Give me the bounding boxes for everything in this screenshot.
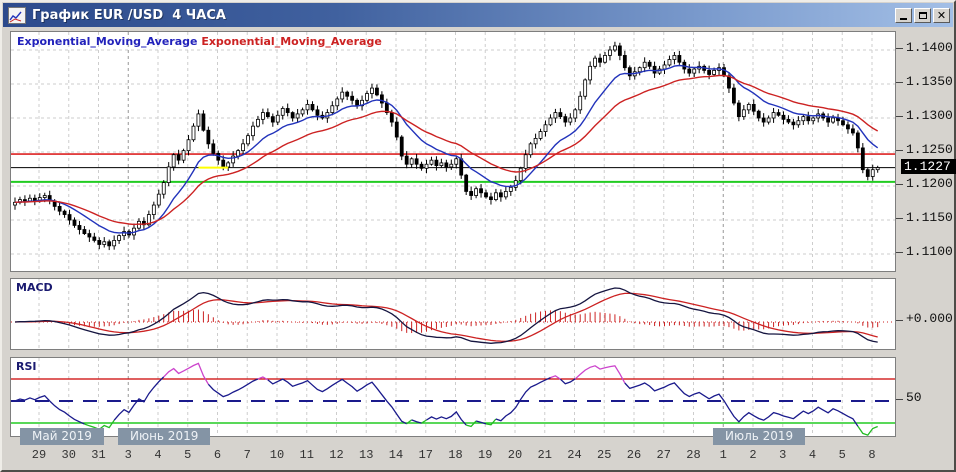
price-tick-label: 1.1400: [906, 40, 953, 55]
ema-fast-label: Exponential_Moving_Average: [17, 35, 198, 48]
x-axis-label: 21: [537, 448, 552, 462]
x-axis-label: 5: [184, 448, 192, 462]
maximize-button[interactable]: [914, 7, 931, 23]
price-tick-mark: [896, 116, 903, 117]
candlestick-plot[interactable]: [11, 32, 895, 271]
x-axis-label: 27: [656, 448, 671, 462]
window-controls: ✕: [895, 7, 950, 23]
x-axis-label: 11: [299, 448, 314, 462]
x-axis-label: 10: [269, 448, 285, 462]
rsi-panel[interactable]: RSI: [10, 357, 896, 437]
month-label-july: Июль 2019: [713, 428, 806, 445]
x-axis-label: 25: [597, 448, 612, 462]
x-axis-label: 31: [91, 448, 106, 462]
price-tick-label: 1.1100: [906, 244, 953, 259]
x-axis-label: 19: [478, 448, 493, 462]
window-title: График EUR /USD 4 ЧАСА: [32, 7, 226, 23]
price-tick-mark: [896, 82, 903, 83]
x-axis-label: 13: [359, 448, 374, 462]
rsi-label: RSI: [16, 360, 37, 373]
macd-zero-label: +0.000: [906, 311, 953, 326]
price-tick-mark: [896, 150, 903, 151]
price-tick-mark: [896, 184, 903, 185]
main-chart-panel[interactable]: Exponential_Moving_Average Exponential_M…: [10, 31, 896, 272]
x-axis-label: 18: [448, 448, 463, 462]
x-axis-label: 17: [418, 448, 433, 462]
close-button[interactable]: ✕: [933, 7, 950, 23]
title-bar[interactable]: График EUR /USD 4 ЧАСА ✕: [3, 3, 953, 27]
rsi-midline-label: 50: [906, 390, 922, 405]
macd-zero-tick: [896, 320, 903, 321]
price-tick-label: 1.1350: [906, 74, 953, 89]
price-tick-label: 1.1200: [906, 176, 953, 191]
month-label-may: Май 2019: [20, 428, 104, 445]
x-axis-label: 2: [749, 448, 757, 462]
x-axis-label: 29: [31, 448, 47, 462]
x-axis-label: 24: [567, 448, 582, 462]
month-label-june: Июнь 2019: [118, 428, 211, 445]
x-axis-label: 28: [686, 448, 701, 462]
x-axis-label: 3: [779, 448, 787, 462]
x-axis-label: 7: [243, 448, 251, 462]
x-axis-label: 12: [329, 448, 344, 462]
macd-plot[interactable]: [11, 279, 895, 349]
price-tick-mark: [896, 48, 903, 49]
chart-window-icon: [8, 6, 26, 24]
minimize-button[interactable]: [895, 7, 912, 23]
x-axis-label: 6: [213, 448, 222, 462]
x-axis-label: 4: [808, 448, 817, 462]
price-tick-mark: [896, 218, 903, 219]
price-tick-label: 1.1150: [906, 210, 953, 225]
x-axis-label: 4: [154, 448, 162, 462]
x-axis-label: 14: [388, 448, 404, 462]
price-tick-mark: [896, 252, 903, 253]
x-axis-label: 5: [838, 448, 846, 462]
x-axis-label: 3: [124, 448, 132, 462]
x-axis-label: 26: [626, 448, 642, 462]
minimize-icon: [900, 17, 907, 20]
price-tick-label: 1.1250: [906, 142, 953, 157]
x-axis-label: 1: [719, 448, 727, 462]
x-axis-label: 30: [61, 448, 76, 462]
rsi-midline-tick: [896, 399, 903, 400]
macd-panel[interactable]: MACD: [10, 278, 896, 350]
x-axis-label: 20: [507, 448, 523, 462]
rsi-plot[interactable]: [11, 358, 895, 436]
maximize-icon: [918, 11, 927, 19]
price-tick-label: 1.1300: [906, 108, 953, 123]
x-axis-label: 8: [868, 448, 876, 462]
macd-label: MACD: [16, 281, 53, 294]
ema-slow-label: Exponential_Moving_Average: [201, 35, 382, 48]
indicator-labels: Exponential_Moving_Average Exponential_M…: [17, 35, 382, 48]
current-price-badge: 1.1227: [901, 159, 956, 174]
close-icon: ✕: [936, 8, 947, 22]
